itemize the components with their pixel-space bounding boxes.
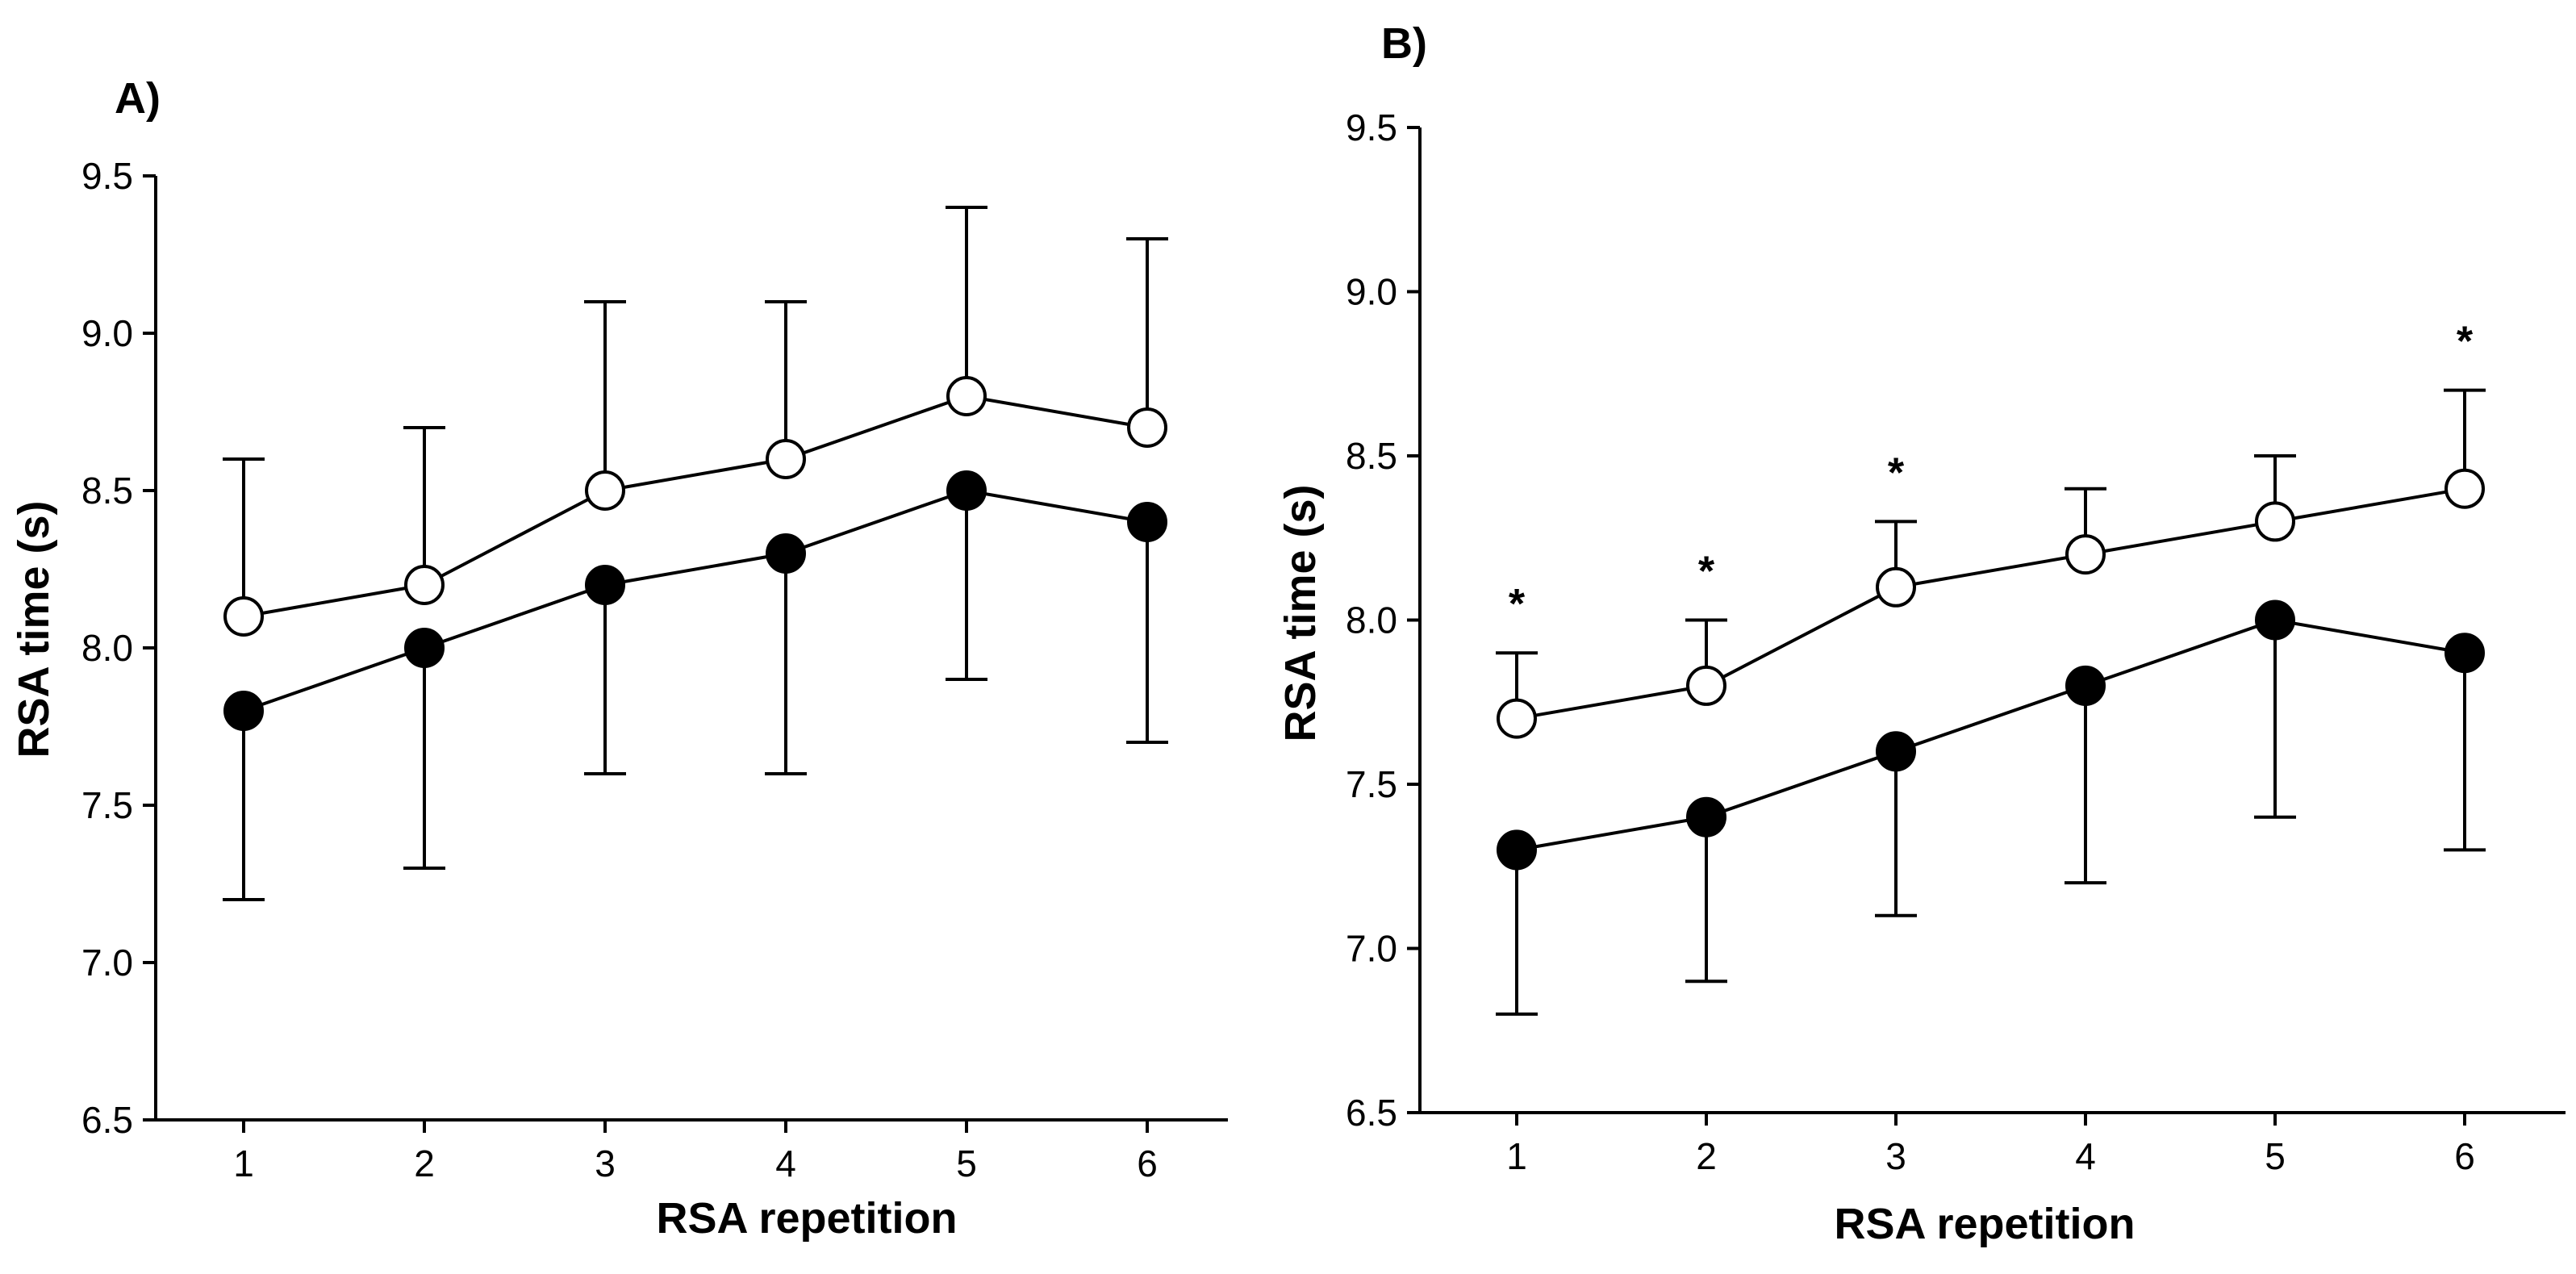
panel-a-x-axis-title: RSA repetition bbox=[656, 1194, 957, 1243]
panel-b-chart: B) RSA repetition RSA time (s) 6.5 7.0 7.5… bbox=[1276, 19, 2566, 1248]
panel-a-x-tick-label: 6 bbox=[1137, 1142, 1158, 1184]
panel-b-open-series-point bbox=[1497, 698, 1537, 739]
panel-a-filled-series-point bbox=[1127, 502, 1167, 542]
panel-a-chart: A) RSA repetition RSA time (s) 6.5 7.0 7.5… bbox=[10, 74, 1228, 1243]
panel-b-x-tick-label: 6 bbox=[2454, 1135, 2475, 1177]
panel-b-filled-series-point bbox=[1686, 796, 1726, 837]
panel-b-open-series-line bbox=[1516, 487, 2465, 721]
panel-a-filled-series-point bbox=[585, 565, 625, 605]
panel-a-y-tick-label: 9.0 bbox=[81, 312, 133, 354]
panel-a-open-series-line bbox=[243, 394, 1148, 618]
panel-a-open-series-point bbox=[404, 565, 445, 605]
panel-b-open-series-point bbox=[2255, 501, 2295, 542]
panel-b-open-series-point bbox=[2065, 534, 2106, 575]
panel-b-y-tick-label: 9.0 bbox=[1346, 271, 1397, 313]
panel-a-y-tick-label: 9.5 bbox=[81, 155, 133, 197]
panel-b-y-tick-label: 8.5 bbox=[1346, 435, 1397, 477]
panel-a-open-series-point bbox=[223, 596, 264, 637]
panel-a-open-series-point bbox=[585, 470, 625, 511]
panel-a-y-tick-label: 7.5 bbox=[81, 784, 133, 826]
panel-a-open-series-point bbox=[766, 439, 806, 479]
panel-a-filled-series-point bbox=[223, 691, 264, 731]
panel-a-y-tick-label: 6.5 bbox=[81, 1099, 133, 1141]
panel-b-open-series-point bbox=[2444, 468, 2485, 509]
panel-b-y-tick-label: 6.5 bbox=[1346, 1092, 1397, 1134]
panel-b-significance-star: * bbox=[2457, 319, 2474, 365]
panel-a-plot-area: 6.5 7.0 7.5 8.0 8.5 9.0 9.5 1 2 3 4 5 6 bbox=[81, 155, 1228, 1184]
panel-b-x-tick-label: 2 bbox=[1696, 1135, 1717, 1177]
panel-a-y-axis-title: RSA time (s) bbox=[10, 500, 58, 758]
panel-b-significance-star: * bbox=[1888, 449, 1905, 496]
panel-b-filled-series-point bbox=[1497, 829, 1537, 871]
panel-a-open-series-point bbox=[1127, 407, 1167, 448]
panel-a-label: A) bbox=[115, 74, 161, 123]
panel-a-x-tick-label: 4 bbox=[775, 1142, 796, 1184]
panel-b-y-tick-label: 8.0 bbox=[1346, 599, 1397, 641]
panel-a-y-tick-label: 7.0 bbox=[81, 942, 133, 984]
panel-b-x-tick-label: 1 bbox=[1506, 1135, 1527, 1177]
panel-b-significance-star: * bbox=[1509, 581, 1526, 628]
panel-a-filled-series-point bbox=[766, 533, 806, 574]
panel-b-plot-area: 6.5 7.0 7.5 8.0 8.5 9.0 9.5 1 2 3 4 5 6 * * * * bbox=[1346, 107, 2566, 1177]
panel-b-y-tick-label: 7.0 bbox=[1346, 928, 1397, 970]
panel-b-y-tick-label: 9.5 bbox=[1346, 107, 1397, 148]
panel-b-y-tick-label: 7.5 bbox=[1346, 763, 1397, 805]
panel-b-filled-series-point bbox=[1876, 731, 1916, 772]
panel-a-x-tick-label: 5 bbox=[956, 1142, 977, 1184]
panel-b-x-axis-title: RSA repetition bbox=[1834, 1200, 2135, 1248]
panel-a-y-tick-label: 8.0 bbox=[81, 627, 133, 669]
panel-b-filled-series-point bbox=[2065, 665, 2106, 706]
panel-b-x-tick-label: 3 bbox=[1885, 1135, 1906, 1177]
panel-b-filled-series-point bbox=[2255, 599, 2295, 641]
panel-b-filled-series-line bbox=[1516, 618, 2465, 852]
panel-b-label: B) bbox=[1381, 19, 1427, 68]
panel-a-filled-series-line bbox=[243, 488, 1148, 712]
panel-b-y-axis-title: RSA time (s) bbox=[1276, 484, 1325, 741]
panel-b-open-series-point bbox=[1686, 665, 1726, 706]
panel-b-open-series-point bbox=[1876, 566, 1916, 608]
panel-a-filled-series-point bbox=[946, 470, 987, 511]
panel-a-open-series-point bbox=[946, 376, 987, 416]
panel-a-x-tick-label: 1 bbox=[233, 1142, 254, 1184]
panel-a-filled-series-point bbox=[404, 628, 445, 668]
panel-a-x-tick-label: 2 bbox=[414, 1142, 435, 1184]
panel-b-x-tick-label: 5 bbox=[2265, 1135, 2286, 1177]
panel-b-filled-series-point bbox=[2444, 633, 2485, 674]
panel-a-y-tick-label: 8.5 bbox=[81, 470, 133, 512]
panel-b-significance-star: * bbox=[1698, 548, 1715, 595]
panel-a-x-tick-label: 3 bbox=[595, 1142, 616, 1184]
panel-b-x-tick-label: 4 bbox=[2075, 1135, 2096, 1177]
